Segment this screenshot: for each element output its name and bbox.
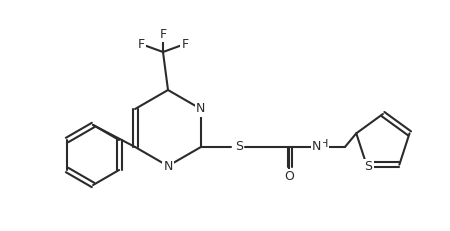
Text: F: F	[137, 37, 144, 51]
Text: S: S	[364, 160, 373, 173]
Text: H: H	[320, 139, 328, 149]
Text: O: O	[284, 170, 294, 183]
Text: N: N	[312, 140, 322, 154]
Text: N: N	[163, 159, 173, 173]
Text: N: N	[196, 103, 206, 116]
Text: S: S	[235, 140, 243, 154]
Text: F: F	[181, 37, 189, 51]
Text: F: F	[159, 27, 166, 40]
